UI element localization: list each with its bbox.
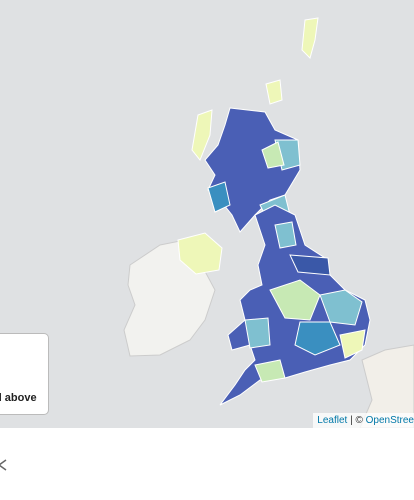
map-layer (123, 17, 414, 428)
leaflet-link[interactable]: Leaflet (317, 415, 348, 426)
region (269, 279, 321, 321)
region (261, 141, 285, 169)
region (319, 289, 363, 326)
orkney (265, 79, 283, 105)
shetland (301, 17, 319, 59)
hebrides (191, 109, 213, 161)
region (254, 359, 286, 383)
legend: d above (0, 333, 49, 415)
region (289, 254, 331, 276)
legend-label: d above (0, 392, 37, 404)
copyright: © (355, 415, 363, 426)
region (339, 329, 366, 359)
map[interactable]: d above Leaflet | © OpenStree (0, 0, 414, 428)
osm-link[interactable]: OpenStree (365, 415, 414, 426)
northern-ireland (177, 232, 223, 275)
region (207, 181, 231, 213)
region (294, 321, 341, 356)
separator: | (350, 415, 353, 426)
region (274, 221, 297, 249)
region (244, 317, 271, 349)
france (359, 344, 414, 428)
attribution: Leaflet | © OpenStree (313, 413, 414, 428)
back-icon[interactable] (0, 458, 8, 472)
